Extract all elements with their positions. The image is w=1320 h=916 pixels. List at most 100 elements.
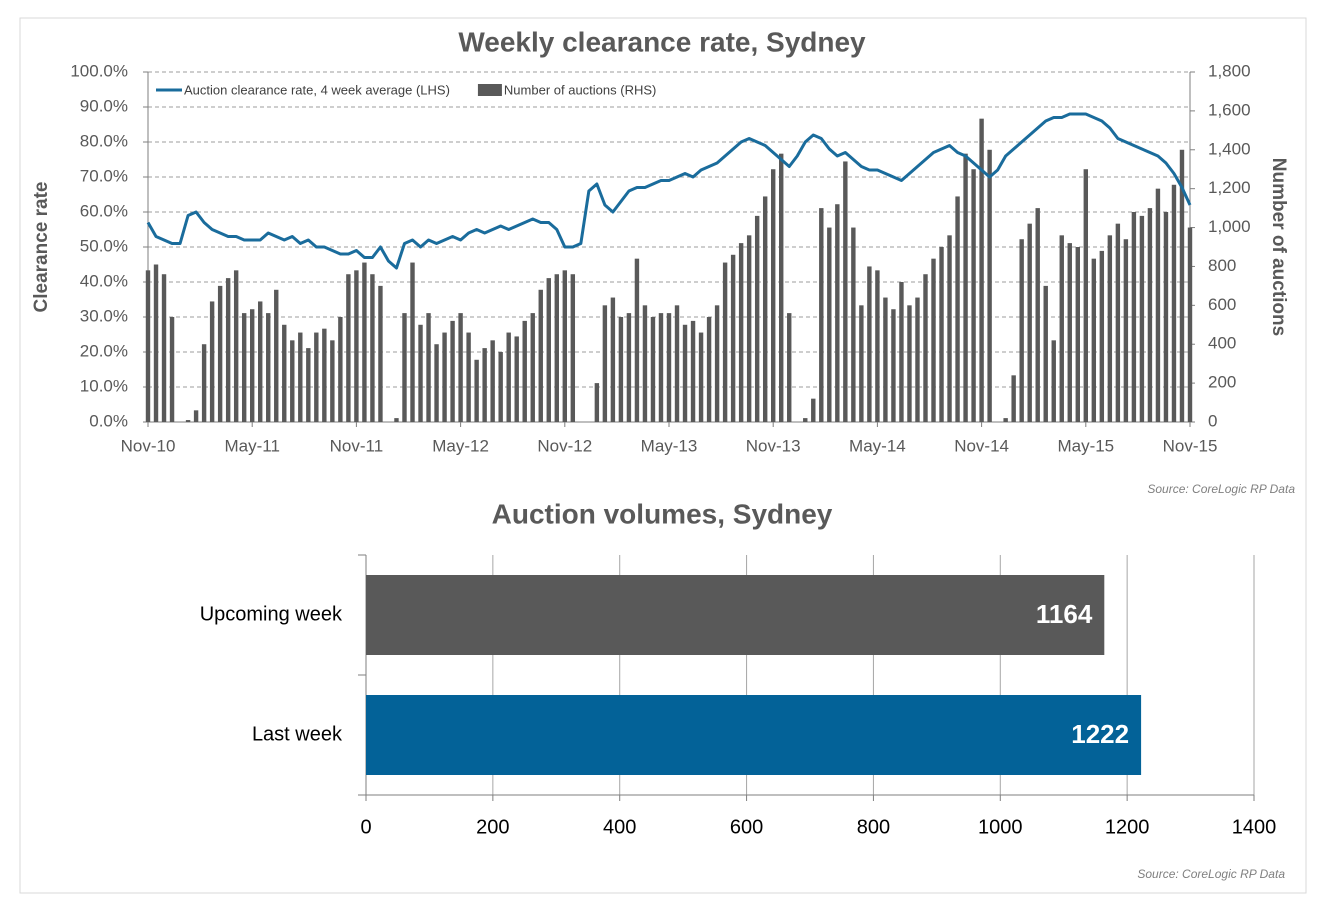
y2-axis-label: Number of auctions (1268, 158, 1289, 336)
bar (498, 352, 503, 422)
bar (859, 305, 864, 422)
x-tick-label: Nov-13 (746, 436, 801, 455)
bar (1099, 250, 1105, 422)
bar (562, 270, 568, 422)
x-tick-label: May-12 (432, 436, 489, 455)
bar (907, 305, 912, 422)
bar (225, 278, 231, 422)
bar (1059, 235, 1064, 422)
bar (1139, 215, 1145, 422)
category-label: Upcoming week (200, 603, 343, 625)
bar (354, 270, 359, 422)
y-tick-label: 50.0% (80, 236, 128, 255)
bar (642, 305, 648, 422)
x-tick-label: 1400 (1232, 816, 1277, 838)
y-tick-label: 70.0% (80, 166, 128, 185)
bar (602, 305, 608, 422)
bar (249, 309, 255, 422)
bar (1171, 184, 1177, 422)
y2-tick-label: 600 (1208, 295, 1236, 314)
bar (682, 324, 688, 422)
bar (338, 317, 343, 422)
bar (366, 575, 1105, 655)
bar (522, 320, 527, 422)
x-tick-label: May-11 (224, 436, 279, 455)
y-tick-label: 20.0% (80, 341, 128, 360)
y-tick-label: 40.0% (80, 271, 128, 290)
bar (947, 235, 952, 422)
bar (787, 313, 792, 422)
x-tick-label: May-13 (641, 436, 698, 455)
bar (1107, 235, 1113, 422)
bar (1179, 149, 1185, 422)
bar (738, 243, 744, 422)
x-tick-label: May-15 (1057, 436, 1114, 455)
bar (506, 332, 511, 422)
bar (706, 317, 712, 422)
legend-label: Number of auctions (RHS) (504, 82, 656, 97)
bar (530, 313, 535, 422)
value-label: 1164 (1036, 599, 1093, 629)
bar (1067, 243, 1072, 422)
y-tick-label: 60.0% (80, 201, 128, 220)
bar (594, 383, 600, 422)
bar (217, 285, 223, 422)
x-tick-label: Nov-10 (121, 436, 176, 455)
bar (746, 235, 752, 422)
bar (282, 324, 287, 422)
bar (1043, 285, 1048, 422)
bar (698, 332, 704, 422)
bar (963, 153, 968, 422)
y-axis-label: Clearance rate (31, 182, 52, 313)
bar (322, 328, 327, 422)
bar (402, 313, 407, 422)
y2-tick-label: 800 (1208, 256, 1236, 275)
bar (955, 196, 960, 422)
bar (666, 313, 672, 422)
bar (714, 305, 720, 422)
bar (931, 258, 936, 422)
bar (1115, 223, 1121, 422)
bar (362, 262, 367, 422)
bar (314, 332, 319, 422)
bar (193, 410, 199, 422)
bar (161, 274, 167, 422)
bar (1147, 208, 1153, 422)
chart-title: Auction volumes, Sydney (492, 498, 833, 529)
bar (1083, 169, 1089, 422)
y-tick-label: 100.0% (70, 61, 128, 80)
bar (1155, 188, 1161, 422)
x-tick-label: 1000 (978, 816, 1023, 838)
bar (1051, 340, 1056, 422)
bar (762, 196, 768, 422)
bar (843, 161, 848, 422)
bar (851, 227, 856, 422)
bar (538, 289, 543, 422)
bar (1091, 258, 1097, 422)
bar (266, 313, 271, 422)
y-tick-label: 30.0% (80, 306, 128, 325)
bar (819, 208, 824, 422)
bar (987, 149, 992, 422)
bar (185, 420, 191, 422)
bar (474, 359, 479, 422)
y2-tick-label: 0 (1208, 411, 1217, 430)
x-tick-label: 400 (603, 816, 636, 838)
bar (1011, 375, 1016, 422)
bar (426, 313, 431, 422)
y2-tick-label: 1,400 (1208, 139, 1251, 158)
bar (610, 297, 616, 422)
bar (145, 270, 151, 422)
legend-swatch (477, 84, 502, 96)
bar (258, 301, 263, 422)
x-tick-label: Nov-11 (330, 436, 384, 455)
y2-tick-label: 1,600 (1208, 100, 1251, 119)
bar (835, 204, 840, 422)
chart-title: Weekly clearance rate, Sydney (458, 26, 866, 57)
bar (1075, 247, 1080, 422)
source: Source: CoreLogic RP Data (1137, 867, 1285, 881)
bar (366, 695, 1142, 775)
y2-tick-label: 400 (1208, 334, 1236, 353)
bar (330, 340, 335, 422)
x-tick-label: Nov-12 (537, 436, 592, 455)
